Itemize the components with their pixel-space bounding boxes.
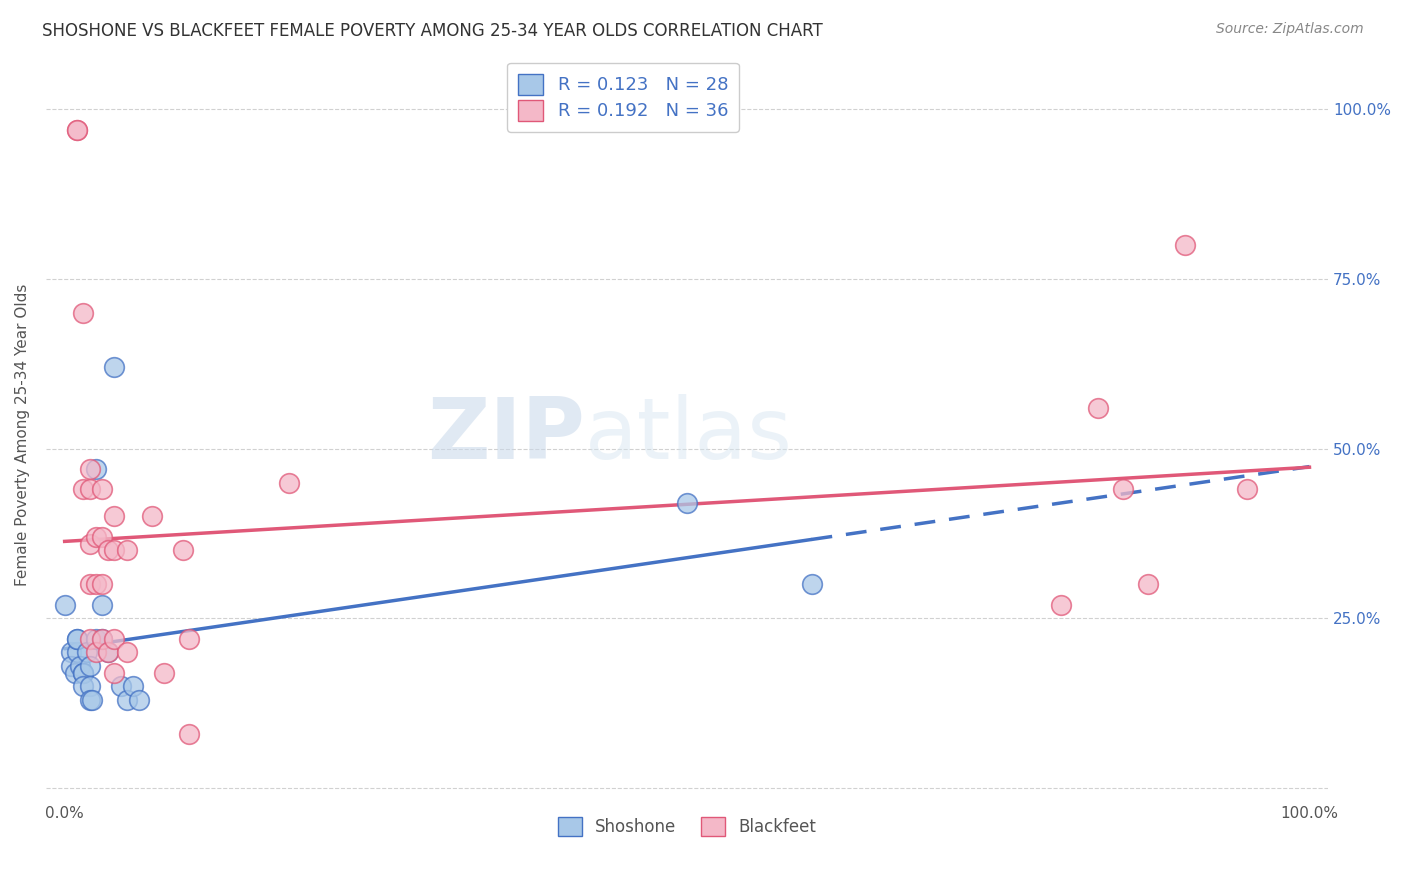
- Point: [103, 360, 125, 375]
- Point: [128, 692, 150, 706]
- Point: [97, 645, 120, 659]
- Point: [72, 483, 94, 497]
- Point: [277, 475, 299, 490]
- Point: [84, 462, 107, 476]
- Point: [79, 679, 101, 693]
- Point: [84, 577, 107, 591]
- Point: [66, 122, 89, 136]
- Point: [66, 632, 89, 646]
- Point: [115, 543, 138, 558]
- Point: [63, 665, 86, 680]
- Point: [79, 577, 101, 591]
- Point: [79, 658, 101, 673]
- Point: [79, 483, 101, 497]
- Point: [69, 658, 91, 673]
- Point: [179, 632, 201, 646]
- Point: [122, 679, 145, 693]
- Point: [1136, 577, 1159, 591]
- Point: [84, 530, 107, 544]
- Point: [79, 462, 101, 476]
- Point: [91, 483, 114, 497]
- Point: [80, 692, 103, 706]
- Point: [115, 692, 138, 706]
- Point: [1236, 483, 1258, 497]
- Point: [1112, 483, 1135, 497]
- Point: [172, 543, 194, 558]
- Point: [141, 509, 163, 524]
- Point: [110, 679, 132, 693]
- Point: [59, 658, 82, 673]
- Text: atlas: atlas: [585, 393, 793, 476]
- Point: [97, 645, 120, 659]
- Legend: Shoshone, Blackfeet: Shoshone, Blackfeet: [550, 809, 824, 845]
- Point: [79, 692, 101, 706]
- Point: [103, 509, 125, 524]
- Point: [79, 536, 101, 550]
- Point: [800, 577, 823, 591]
- Point: [66, 122, 89, 136]
- Point: [153, 665, 176, 680]
- Point: [91, 632, 114, 646]
- Point: [103, 543, 125, 558]
- Point: [66, 645, 89, 659]
- Point: [103, 665, 125, 680]
- Point: [84, 645, 107, 659]
- Point: [53, 598, 76, 612]
- Point: [91, 530, 114, 544]
- Point: [84, 632, 107, 646]
- Point: [1049, 598, 1071, 612]
- Point: [72, 665, 94, 680]
- Point: [76, 645, 98, 659]
- Point: [59, 645, 82, 659]
- Point: [66, 632, 89, 646]
- Point: [72, 306, 94, 320]
- Point: [72, 679, 94, 693]
- Text: Source: ZipAtlas.com: Source: ZipAtlas.com: [1216, 22, 1364, 37]
- Text: ZIP: ZIP: [427, 393, 585, 476]
- Point: [97, 543, 120, 558]
- Point: [1087, 401, 1109, 415]
- Point: [79, 632, 101, 646]
- Y-axis label: Female Poverty Among 25-34 Year Olds: Female Poverty Among 25-34 Year Olds: [15, 284, 30, 586]
- Point: [1174, 238, 1197, 252]
- Text: SHOSHONE VS BLACKFEET FEMALE POVERTY AMONG 25-34 YEAR OLDS CORRELATION CHART: SHOSHONE VS BLACKFEET FEMALE POVERTY AMO…: [42, 22, 823, 40]
- Point: [115, 645, 138, 659]
- Point: [179, 727, 201, 741]
- Point: [91, 577, 114, 591]
- Point: [91, 598, 114, 612]
- Point: [676, 496, 699, 510]
- Point: [103, 632, 125, 646]
- Point: [91, 632, 114, 646]
- Point: [72, 665, 94, 680]
